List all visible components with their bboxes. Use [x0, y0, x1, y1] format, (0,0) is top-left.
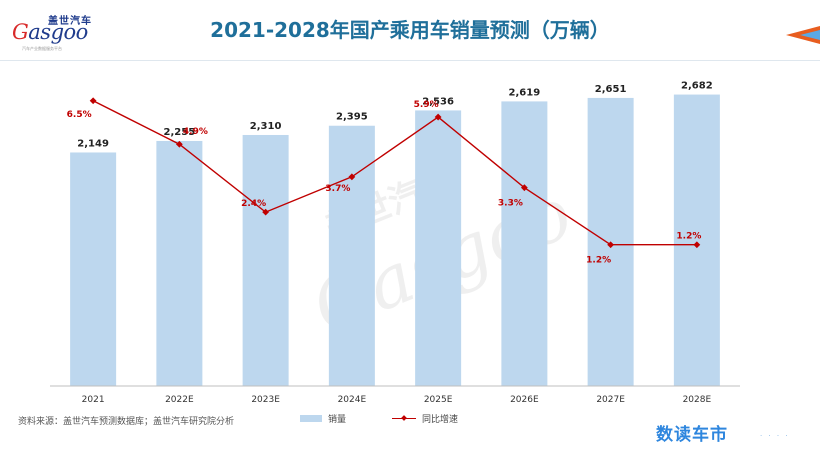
- gasgoo-logo[interactable]: 盖世汽车 Gasgoo 汽车产业数据服务平台: [8, 12, 118, 52]
- x-tick-label: 2026E: [510, 395, 539, 405]
- growth-point: [262, 208, 270, 216]
- legend-growth-label: 同比增速: [422, 415, 459, 425]
- growth-rate-line: [92, 100, 697, 246]
- sales-bar: [673, 94, 720, 386]
- chart-title: 2021-2028年国产乘用车销量预测（万辆）: [210, 18, 610, 42]
- x-tick-label: 2027E: [596, 395, 625, 405]
- sales-bar: [328, 125, 375, 386]
- logo-wordmark: Gasgoo: [12, 20, 88, 44]
- sales-value-label: 2,651: [595, 84, 627, 95]
- sales-bar: [501, 101, 548, 386]
- sales-value-label: 2,619: [509, 87, 541, 98]
- legend-item-growth[interactable]: 同比增速: [392, 412, 458, 425]
- legend-item-sales[interactable]: 销量: [300, 412, 346, 425]
- growth-point: [175, 140, 183, 148]
- sales-value-label: 2,255: [164, 127, 196, 138]
- x-tick-label: 2025E: [424, 395, 453, 405]
- brand-logo: 数读车市: [656, 425, 728, 445]
- header-divider: [0, 60, 820, 61]
- header: 盖世汽车 Gasgoo 汽车产业数据服务平台 2021-2028年国产乘用车销量…: [0, 0, 820, 60]
- source-note: 资料来源：盖世汽车预测数据库；盖世汽车研究院分析: [18, 417, 235, 427]
- legend-line-swatch: [392, 415, 417, 423]
- sales-value-label: 2,682: [681, 81, 713, 92]
- chart-legend: 销量 同比增速: [300, 412, 498, 425]
- growth-value-label: 6.5%: [67, 110, 92, 120]
- legend-sales-label: 销量: [328, 415, 347, 425]
- x-tick-label: 2028E: [683, 395, 712, 405]
- x-tick-label: 2021: [82, 395, 105, 405]
- growth-value-label: 5.9%: [414, 100, 439, 110]
- sales-bar: [70, 152, 117, 386]
- growth-value-label: 4.9%: [183, 127, 208, 137]
- corner-arrow-icon: [786, 26, 820, 44]
- logo-chinese-name: 盖世汽车: [48, 16, 92, 27]
- sales-value-label: 2,310: [250, 121, 282, 132]
- sales-bar: [415, 110, 462, 387]
- growth-point: [520, 184, 528, 192]
- logo-tagline: 汽车产业数据服务平台: [22, 46, 62, 51]
- sales-value-label: 2,395: [336, 112, 368, 123]
- growth-value-label: 1.2%: [676, 232, 701, 242]
- x-tick-label: 2023E: [251, 395, 280, 405]
- legend-bar-swatch: [300, 415, 322, 422]
- growth-value-label: 1.2%: [586, 256, 611, 266]
- growth-point: [434, 113, 442, 121]
- sales-value-label: 2,536: [422, 96, 454, 107]
- growth-value-label: 3.7%: [325, 184, 350, 194]
- sales-bar: [242, 134, 289, 386]
- sales-bar: [156, 140, 203, 386]
- growth-value-label: 3.3%: [498, 199, 523, 209]
- growth-point: [89, 97, 97, 105]
- growth-point: [348, 173, 356, 181]
- x-tick-label: 2022E: [165, 395, 194, 405]
- x-tick-label: 2024E: [338, 395, 367, 405]
- growth-value-label: 2.4%: [241, 199, 266, 209]
- sales-value-label: 2,149: [77, 138, 109, 149]
- brand-dots: · · · ·: [760, 432, 790, 440]
